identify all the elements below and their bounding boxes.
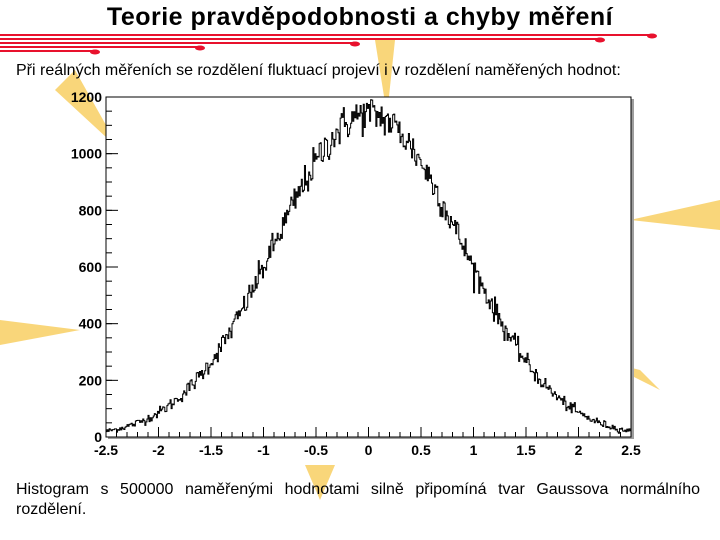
slide-intro-text: Při reálných měřeních se rozdělení flukt… xyxy=(16,62,621,79)
y-tick-label: 1200 xyxy=(71,89,102,105)
header-stripes xyxy=(0,34,652,52)
star-ray-bottom xyxy=(305,465,335,500)
y-tick-label: 1000 xyxy=(71,146,102,162)
star-ray-upper-left xyxy=(55,70,120,150)
header-stripe-dot xyxy=(647,33,657,39)
x-tick-label: -0.5 xyxy=(304,442,328,458)
plot-area xyxy=(105,96,632,438)
x-tick-label: 1 xyxy=(470,442,478,458)
star-ray-top xyxy=(375,40,395,115)
x-tick-label: -2 xyxy=(152,442,165,458)
histogram-series xyxy=(106,99,631,434)
y-tick-label: 0 xyxy=(94,429,102,445)
x-tick-label: 1.5 xyxy=(516,442,536,458)
y-tick-label: 400 xyxy=(79,316,103,332)
x-tick-label: 0.5 xyxy=(411,442,431,458)
header-stripe-dot xyxy=(195,45,205,51)
x-tick-label: 2.5 xyxy=(621,442,641,458)
x-axis-ticks: -2.5 -2 -1.5 -1 -0.5 0 0.5 1 1.5 2 2.5 xyxy=(94,427,641,458)
header-stripe-dot xyxy=(90,49,100,55)
header-stripe-dot xyxy=(595,37,605,43)
y-tick-label: 200 xyxy=(79,372,103,388)
header-stripe-dots xyxy=(90,33,657,55)
y-axis-ticks: 0 200 400 600 800 1000 1200 xyxy=(71,89,118,445)
histogram-caption: Histogram s 500000 naměřenými hodnotami … xyxy=(16,481,700,518)
x-tick-label: -2.5 xyxy=(94,442,118,458)
y-tick-label: 800 xyxy=(79,202,103,218)
header-stripe-dot xyxy=(350,41,360,47)
x-tick-label: 2 xyxy=(575,442,583,458)
star-ray-left xyxy=(0,320,80,345)
star-ray-right xyxy=(630,200,720,230)
x-tick-label: -1.5 xyxy=(199,442,223,458)
x-tick-label: -1 xyxy=(257,442,270,458)
x-tick-label: 0 xyxy=(365,442,373,458)
slide-title: Teorie pravděpodobnosti a chyby měření xyxy=(106,3,614,31)
y-tick-label: 600 xyxy=(79,259,103,275)
